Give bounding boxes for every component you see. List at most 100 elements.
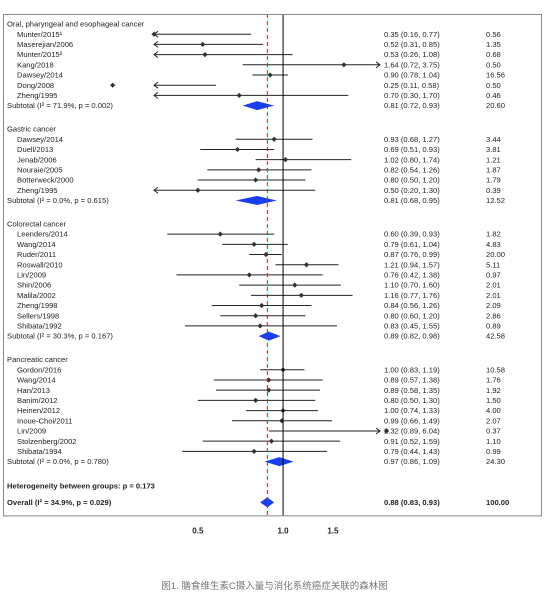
study-label: Ruder/2011 [17, 250, 56, 259]
subtotal-weight: 24.30 [486, 457, 505, 466]
study-estimate: 0.91 (0.52, 1.59) [384, 437, 440, 446]
study-row [268, 427, 390, 435]
study-estimate: 2.32 (0.89, 6.04) [384, 427, 440, 436]
ci-arrow [153, 92, 159, 99]
study-row [176, 272, 323, 278]
study-label: Shibata/1994 [17, 447, 62, 456]
point-estimate-marker [298, 292, 304, 298]
study-estimate: 0.82 (0.54, 1.26) [384, 165, 440, 174]
study-label: Gordon/2016 [17, 365, 61, 374]
study-label: Inoue-Choi/2011 [17, 416, 73, 425]
study-row [151, 30, 251, 38]
study-estimate: 0.25 (0.11, 0.58) [384, 81, 440, 90]
study-weight: 0.97 [486, 271, 501, 280]
study-weight: 10.58 [486, 365, 505, 374]
subtotal-weight: 42.58 [486, 332, 505, 341]
study-row [255, 157, 352, 163]
study-row [184, 323, 337, 329]
ci-arrow [153, 51, 159, 58]
study-weight: 1.82 [486, 230, 501, 239]
study-estimate: 0.83 (0.45, 1.55) [384, 322, 440, 331]
point-estimate-marker [341, 62, 347, 68]
point-estimate-marker [292, 282, 298, 288]
subtotal-diamond [242, 101, 275, 111]
x-tick-label: 0.5 [192, 526, 204, 535]
study-weight: 4.83 [486, 240, 501, 249]
study-label: Han/2013 [17, 386, 50, 395]
study-estimate: 1.02 (0.80, 1.74) [384, 155, 440, 164]
study-estimate: 0.69 (0.51, 0.93) [384, 145, 440, 154]
point-estimate-marker [236, 92, 242, 98]
point-estimate-marker [271, 136, 277, 142]
study-weight: 2.86 [486, 311, 501, 320]
point-estimate-marker [200, 41, 206, 47]
ci-arrow [153, 81, 159, 89]
study-weight: 2.01 [486, 281, 501, 290]
study-estimate: 0.60 (0.39, 0.93) [384, 230, 440, 239]
study-estimate: 0.80 (0.50, 1.30) [384, 396, 440, 405]
point-estimate-marker [263, 251, 269, 258]
subtotal-estimate: 0.81 (0.72, 0.93) [384, 101, 440, 110]
study-weight: 1.76 [486, 376, 501, 385]
study-estimate: 0.50 (0.20, 1.30) [384, 186, 440, 195]
study-label: Shin/2006 [17, 281, 51, 290]
plot-frame [3, 14, 542, 517]
study-row [246, 407, 319, 414]
point-estimate-marker [256, 167, 262, 173]
study-label: Sellers/1998 [17, 311, 59, 320]
study-row [235, 136, 313, 142]
x-tick-label: 1.5 [327, 526, 339, 535]
subtotal-estimate: 0.97 (0.86, 1.09) [384, 457, 440, 466]
study-row [242, 61, 381, 69]
ci-arrow [375, 61, 381, 69]
study-row [197, 397, 316, 403]
study-row [207, 167, 312, 173]
study-weight: 0.56 [486, 30, 501, 39]
study-estimate: 0.80 (0.50, 1.20) [384, 176, 440, 185]
group-heading: Gastric cancer [7, 125, 56, 134]
study-label: Banim/2012 [17, 396, 58, 405]
study-weight: 0.50 [486, 60, 501, 69]
subtotal-label: Subtotal (I² = 0.0%, p = 0.615) [7, 196, 109, 205]
study-weight: 0.37 [486, 427, 501, 436]
point-estimate-marker [279, 418, 285, 424]
point-estimate-marker [253, 177, 259, 183]
study-label: Munter/2015² [17, 50, 63, 59]
overall-estimate: 0.88 (0.83, 0.93) [384, 498, 440, 507]
study-label: Nouraie/2005 [17, 165, 63, 174]
point-estimate-marker [282, 157, 289, 163]
point-estimate-marker [110, 82, 116, 88]
study-estimate: 1.21 (0.94, 1.57) [384, 260, 440, 269]
study-weight: 1.50 [486, 396, 501, 405]
study-label: Jenab/2006 [17, 155, 57, 164]
overall-weight: 100.00 [486, 498, 509, 507]
study-estimate: 0.53 (0.26, 1.08) [384, 50, 440, 59]
study-row [216, 387, 320, 393]
study-estimate: 0.35 (0.16, 0.77) [384, 30, 440, 39]
study-weight: 1.92 [486, 386, 501, 395]
group-heading: Oral, pharyngeal and esophageal cancer [7, 20, 145, 29]
study-estimate: 1.00 (0.74, 1.33) [384, 406, 440, 415]
study-weight: 1.21 [486, 155, 501, 164]
group-heading: Pancreatic cancer [7, 355, 68, 364]
study-label: Munter/2015¹ [17, 30, 63, 39]
study-label: Wang/2014 [17, 240, 56, 249]
study-label: Duell/2013 [17, 145, 53, 154]
point-estimate-marker [257, 323, 263, 329]
study-estimate: 0.87 (0.76, 0.99) [384, 250, 440, 259]
study-weight: 0.50 [486, 81, 501, 90]
study-row [197, 177, 306, 183]
point-estimate-marker [234, 146, 241, 153]
study-estimate: 0.80 (0.60, 1.20) [384, 311, 440, 320]
heterogeneity-label: Heterogeneity between groups: p = 0.173 [7, 482, 155, 491]
study-weight: 4.00 [486, 406, 501, 415]
study-estimate: 0.52 (0.31, 0.85) [384, 40, 440, 49]
study-row [167, 231, 275, 237]
point-estimate-marker [267, 72, 273, 78]
subtotal-label: Subtotal (I² = 0.0%, p = 0.780) [7, 457, 109, 466]
study-label: Botterweck/2000 [17, 176, 74, 185]
point-estimate-marker [202, 52, 208, 58]
study-row [231, 418, 333, 424]
study-row [153, 186, 316, 194]
study-label: Dawsey/2014 [17, 71, 63, 80]
